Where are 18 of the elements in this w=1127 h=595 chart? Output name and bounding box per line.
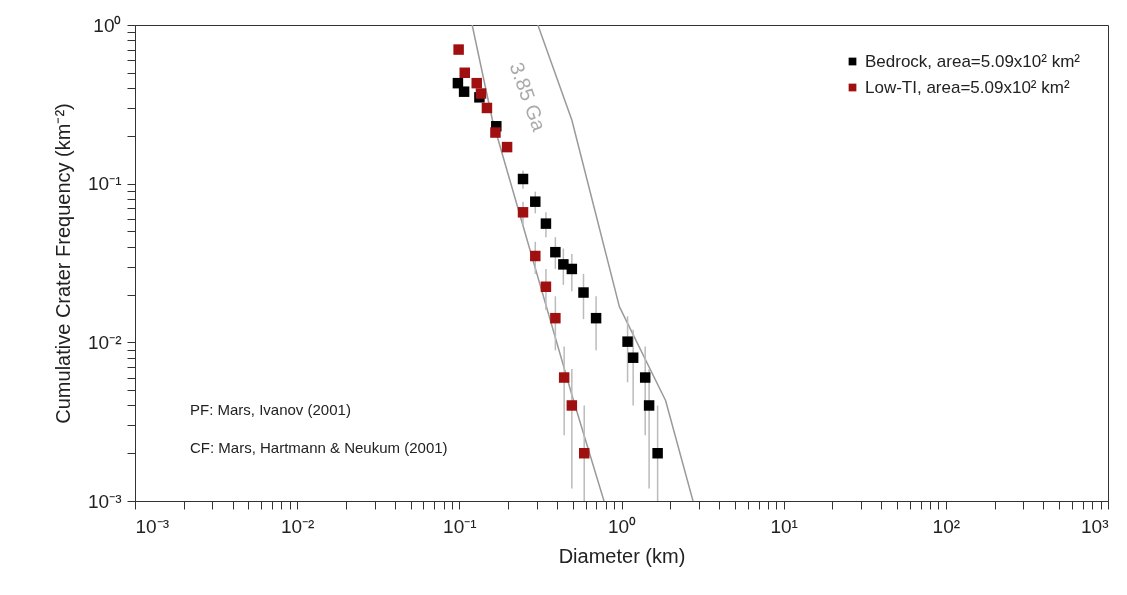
y-tick-label: 10⁰: [93, 14, 122, 36]
y-tick-label: 10⁻³: [88, 490, 122, 512]
x-tick-label: 10⁰: [607, 515, 637, 537]
y-tick-label: 10⁻¹: [88, 173, 122, 195]
x-tick-label: 10²: [932, 515, 961, 537]
x-tick-label: 10⁻²: [280, 515, 315, 537]
legend-label: Low-TI, area=5.09x10² km²: [865, 77, 1070, 97]
x-axis-title: Diameter (km): [558, 544, 686, 567]
x-tick-label: 10³: [1081, 515, 1109, 537]
annotation: PF: Mars, Ivanov (2001): [190, 401, 351, 418]
y-tick-label: 10⁻²: [88, 331, 122, 353]
legend-label: Bedrock, area=5.09x10² km²: [865, 51, 1081, 71]
x-tick-label: 10⁻¹: [443, 515, 477, 537]
x-tick-label: 10¹: [770, 515, 798, 537]
annotation: CF: Mars, Hartmann & Neukum (2001): [190, 439, 448, 456]
y-axis-title: Cumulative Crater Frequency (km⁻²): [52, 103, 75, 424]
annotation: 3.85 Ga: [505, 59, 551, 135]
x-tick-label: 10⁻³: [135, 515, 169, 537]
